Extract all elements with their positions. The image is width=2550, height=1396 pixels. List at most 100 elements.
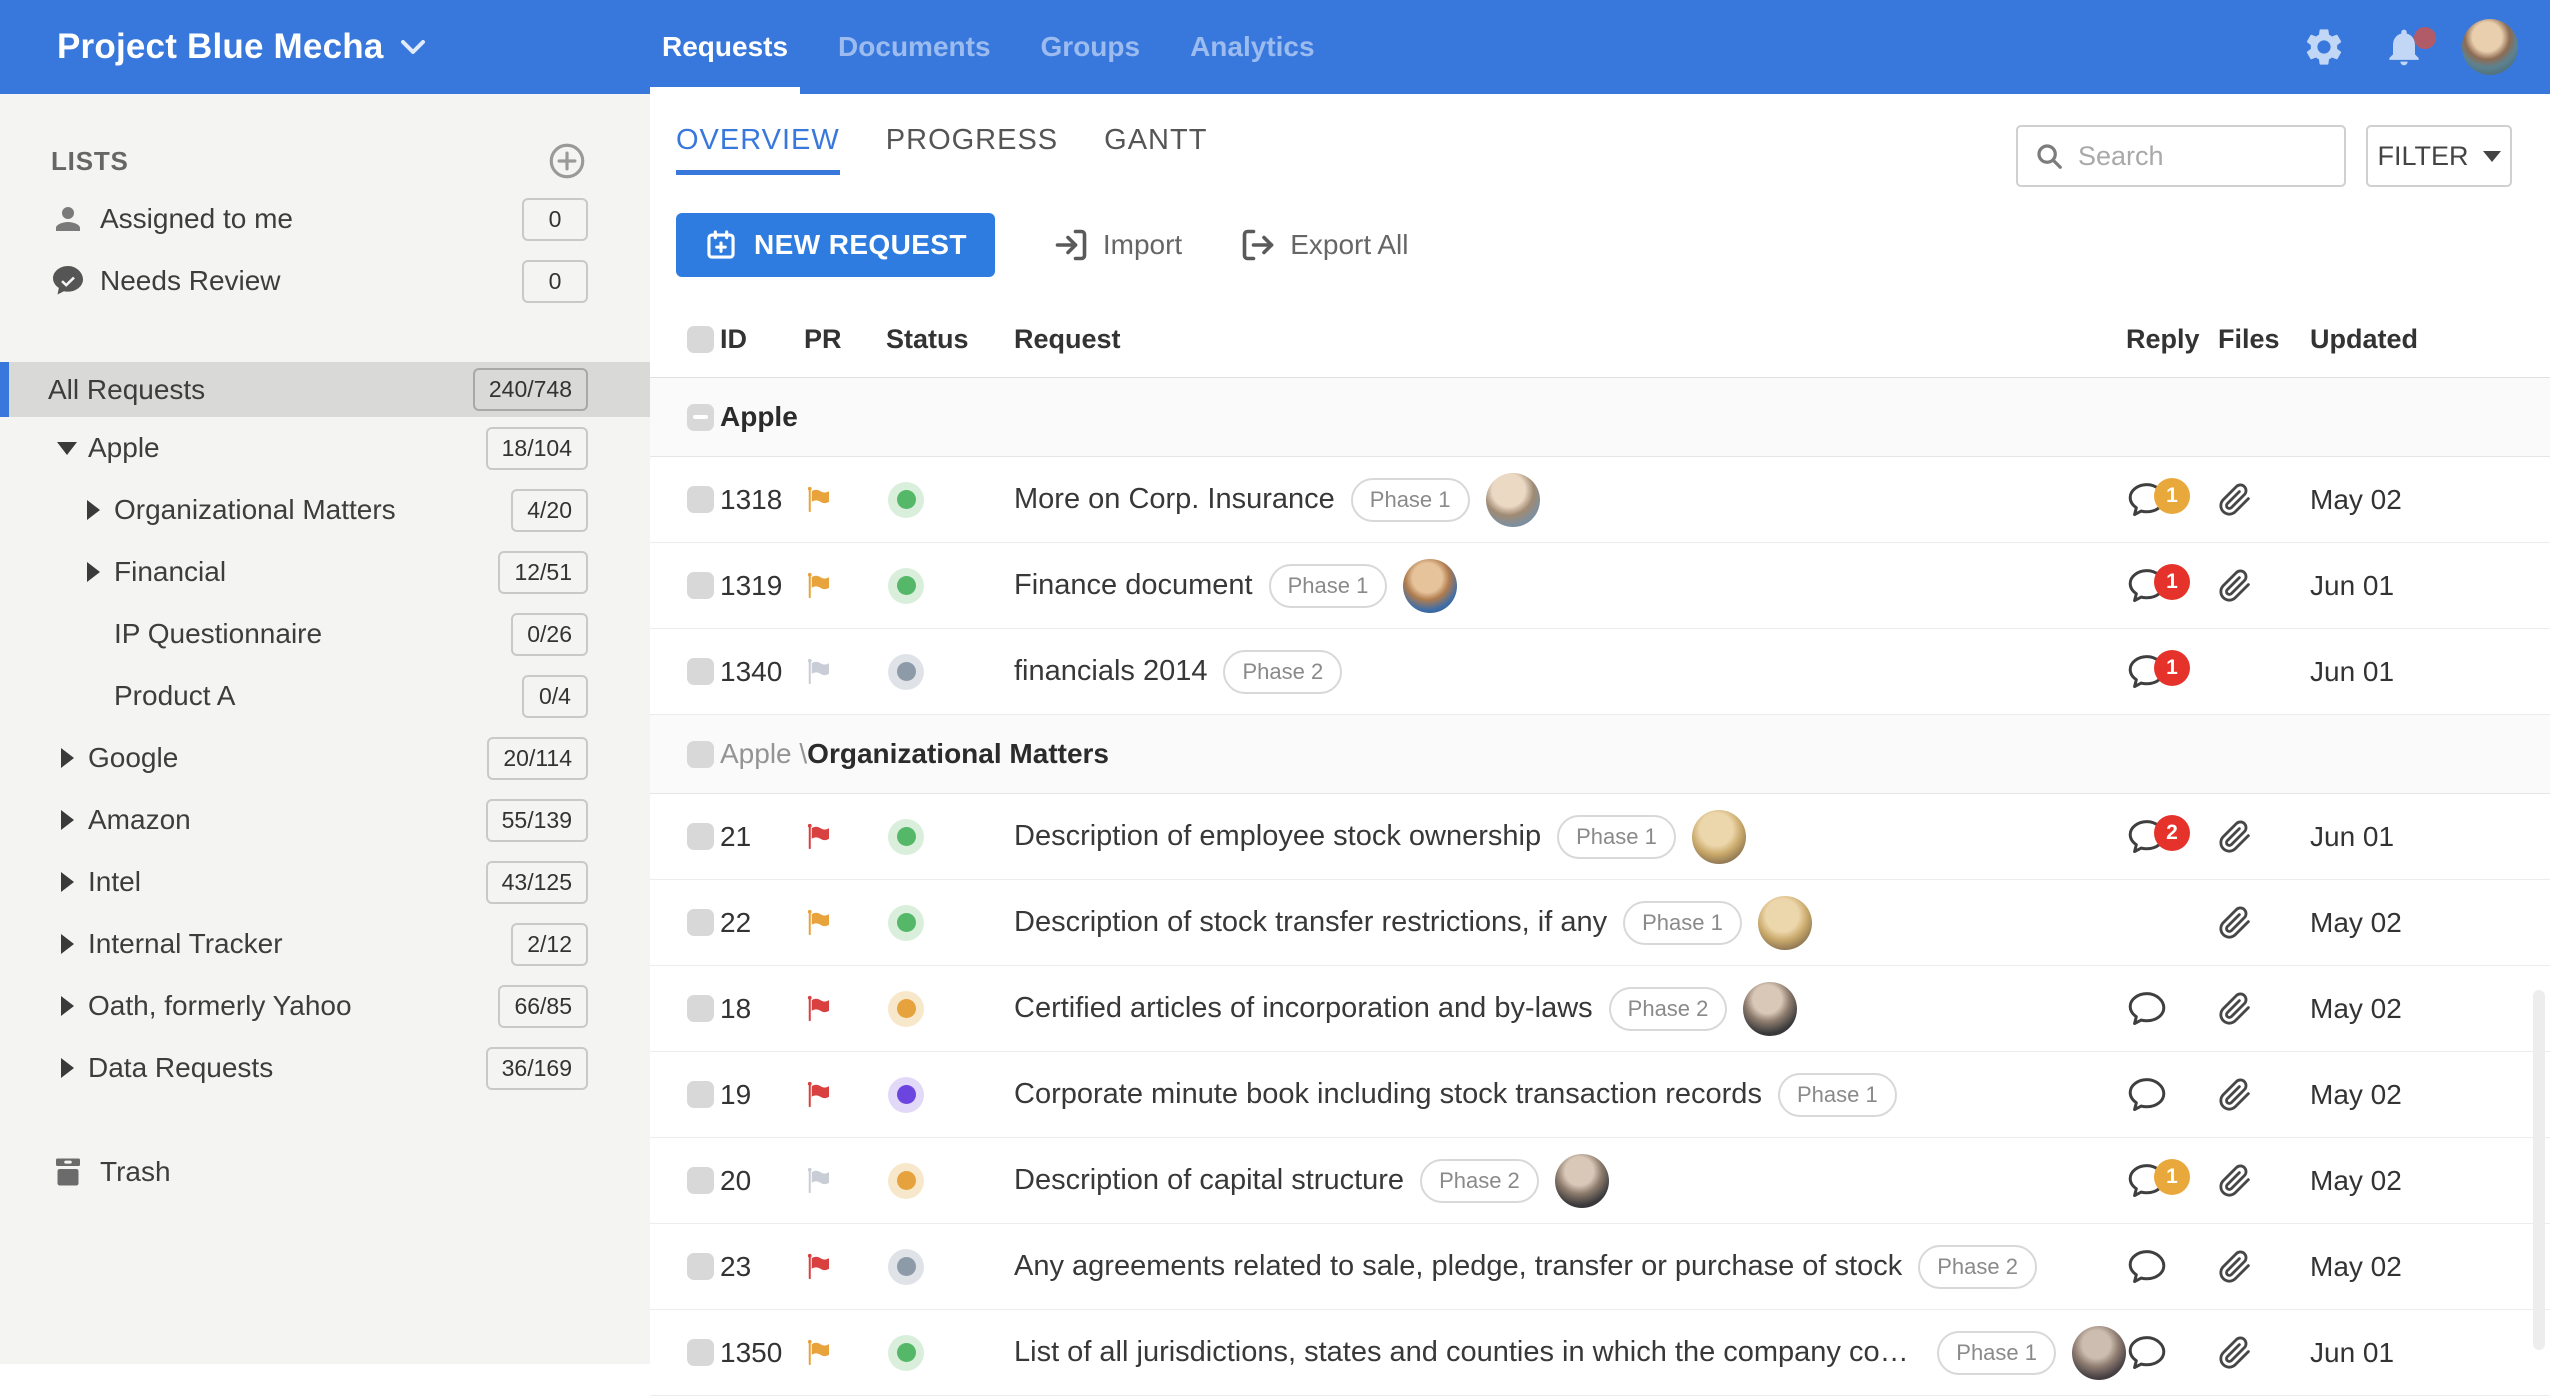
sidebar-item-data-requests[interactable]: Data Requests 36/169: [0, 1037, 650, 1099]
request-title[interactable]: Corporate minute book including stock tr…: [1014, 1078, 1762, 1110]
paperclip-icon[interactable]: [2218, 906, 2252, 940]
sidebar-item-assigned-to-me[interactable]: Assigned to me 0: [0, 188, 650, 250]
request-row[interactable]: 1319 Finance document Phase 1 1 Jun 01: [650, 543, 2550, 629]
group-checkbox[interactable]: [687, 403, 714, 431]
row-checkbox[interactable]: [687, 486, 714, 513]
project-switcher[interactable]: Project Blue Mecha: [57, 0, 426, 94]
request-row[interactable]: 18 Certified articles of incorporation an…: [650, 966, 2550, 1052]
request-title[interactable]: Description of employee stock ownership: [1014, 820, 1542, 852]
sidebar-item-google[interactable]: Google 20/114: [0, 727, 650, 789]
tab-gantt[interactable]: GANTT: [1104, 124, 1208, 156]
request-row[interactable]: 1318 More on Corp. Insurance Phase 1 1 May 0…: [650, 457, 2550, 543]
top-nav-requests[interactable]: Requests: [650, 0, 801, 94]
tab-overview[interactable]: OVERVIEW: [676, 124, 840, 175]
request-row[interactable]: 1340 financials 2014 Phase 2 1 Jun 01: [650, 629, 2550, 715]
top-nav-documents[interactable]: Documents: [838, 31, 991, 62]
new-request-button[interactable]: NEW REQUEST: [676, 213, 995, 277]
request-title[interactable]: Finance document: [1014, 569, 1253, 601]
request-row[interactable]: 1350 List of all jurisdictions, states an…: [650, 1310, 2550, 1396]
import-button[interactable]: Import: [1053, 227, 1182, 263]
paperclip-icon[interactable]: [2218, 483, 2252, 517]
row-checkbox[interactable]: [687, 909, 714, 936]
priority-flag-icon[interactable]: [804, 656, 834, 688]
paperclip-icon[interactable]: [2218, 1078, 2252, 1112]
request-row[interactable]: 23 Any agreements related to sale, pledge…: [650, 1224, 2550, 1310]
row-checkbox[interactable]: [687, 995, 714, 1022]
request-title[interactable]: Description of stock transfer restrictio…: [1014, 906, 1608, 938]
comment-bubble-icon[interactable]: [2126, 1246, 2168, 1288]
row-checkbox[interactable]: [687, 572, 714, 599]
row-checkbox[interactable]: [687, 1253, 714, 1280]
request-row[interactable]: 20 Description of capital structure Phase …: [650, 1138, 2550, 1224]
caret-down-icon: [2482, 150, 2501, 162]
request-title[interactable]: More on Corp. Insurance: [1014, 483, 1335, 515]
sidebar-item-all-requests[interactable]: All Requests 240/748: [0, 362, 650, 417]
paperclip-icon[interactable]: [2218, 1250, 2252, 1284]
request-title[interactable]: Description of capital structure: [1014, 1164, 1405, 1196]
sidebar-item-oath-formerly-yahoo[interactable]: Oath, formerly Yahoo 66/85: [0, 975, 650, 1037]
request-title[interactable]: Certified articles of incorporation and …: [1014, 992, 1593, 1024]
paperclip-icon[interactable]: [2218, 1336, 2252, 1370]
priority-flag-icon[interactable]: [804, 1251, 834, 1283]
row-checkbox[interactable]: [687, 1339, 714, 1366]
filter-button[interactable]: FILTER: [2366, 125, 2512, 187]
sidebar-item-trash[interactable]: Trash: [0, 1141, 650, 1203]
user-avatar[interactable]: [2462, 19, 2518, 75]
comment-bubble-icon[interactable]: [2126, 988, 2168, 1030]
sidebar-item-internal-tracker[interactable]: Internal Tracker 2/12: [0, 913, 650, 975]
request-id: 1318: [720, 483, 783, 515]
group-row[interactable]: Apple: [650, 378, 2550, 457]
sidebar-item-intel[interactable]: Intel 43/125: [0, 851, 650, 913]
export-all-button[interactable]: Export All: [1240, 227, 1409, 263]
request-row[interactable]: 19 Corporate minute book including stock …: [650, 1052, 2550, 1138]
row-checkbox[interactable]: [687, 1081, 714, 1108]
sidebar-item-label: Oath, formerly Yahoo: [88, 990, 352, 1021]
updated-date: Jun 01: [2310, 569, 2395, 601]
priority-flag-icon[interactable]: [804, 907, 834, 939]
sidebar-item-financial[interactable]: Financial 12/51: [0, 541, 650, 603]
request-title[interactable]: List of all jurisdictions, states and co…: [1014, 1336, 1922, 1368]
bell-icon[interactable]: [2382, 25, 2436, 69]
count-badge: 0: [522, 197, 588, 241]
priority-flag-icon[interactable]: [804, 484, 834, 516]
tab-progress[interactable]: PROGRESS: [885, 124, 1059, 156]
sidebar-item-apple[interactable]: Apple 18/104: [0, 417, 650, 479]
request-row[interactable]: 22 Description of stock transfer restrict…: [650, 880, 2550, 966]
group-name: Organizational Matters: [807, 738, 1110, 769]
status-dot: [888, 653, 924, 690]
scrollbar-thumb[interactable]: [2533, 990, 2545, 1350]
paperclip-icon[interactable]: [2218, 992, 2252, 1026]
priority-flag-icon[interactable]: [804, 1165, 834, 1197]
paperclip-icon[interactable]: [2218, 820, 2252, 854]
priority-flag-icon[interactable]: [804, 1337, 834, 1369]
group-row[interactable]: Apple \ Organizational Matters: [650, 715, 2550, 794]
request-title[interactable]: Any agreements related to sale, pledge, …: [1014, 1250, 1903, 1282]
plus-circle-icon[interactable]: [546, 140, 588, 182]
sidebar-item-amazon[interactable]: Amazon 55/139: [0, 789, 650, 851]
group-checkbox[interactable]: [687, 740, 714, 768]
sidebar-item-label: Intel: [88, 866, 141, 897]
top-nav-groups[interactable]: Groups: [1040, 31, 1141, 62]
priority-flag-icon[interactable]: [804, 993, 834, 1025]
comment-bubble-icon[interactable]: [2126, 1332, 2168, 1374]
sidebar-item-organizational-matters[interactable]: Organizational Matters 4/20: [0, 479, 650, 541]
sidebar-item-ip-questionnaire[interactable]: IP Questionnaire 0/26: [0, 603, 650, 665]
request-row[interactable]: 21 Description of employee stock ownershi…: [650, 794, 2550, 880]
priority-flag-icon[interactable]: [804, 570, 834, 602]
row-checkbox[interactable]: [687, 658, 714, 685]
search-input[interactable]: [2076, 139, 2344, 173]
row-checkbox[interactable]: [687, 1167, 714, 1194]
comment-bubble-icon[interactable]: [2126, 1074, 2168, 1116]
priority-flag-icon[interactable]: [804, 821, 834, 853]
priority-flag-icon[interactable]: [804, 1079, 834, 1111]
row-checkbox[interactable]: [687, 823, 714, 850]
request-title[interactable]: financials 2014: [1014, 655, 1208, 687]
select-all-checkbox[interactable]: [687, 325, 714, 353]
sidebar-item-needs-review[interactable]: Needs Review 0: [0, 250, 650, 312]
top-nav-analytics[interactable]: Analytics: [1190, 31, 1315, 62]
sidebar-item-product-a[interactable]: Product A 0/4: [0, 665, 650, 727]
paperclip-icon[interactable]: [2218, 569, 2252, 603]
paperclip-icon[interactable]: [2218, 1164, 2252, 1198]
gear-icon[interactable]: [2302, 25, 2346, 69]
phase-badge: Phase 2: [1223, 649, 1343, 694]
